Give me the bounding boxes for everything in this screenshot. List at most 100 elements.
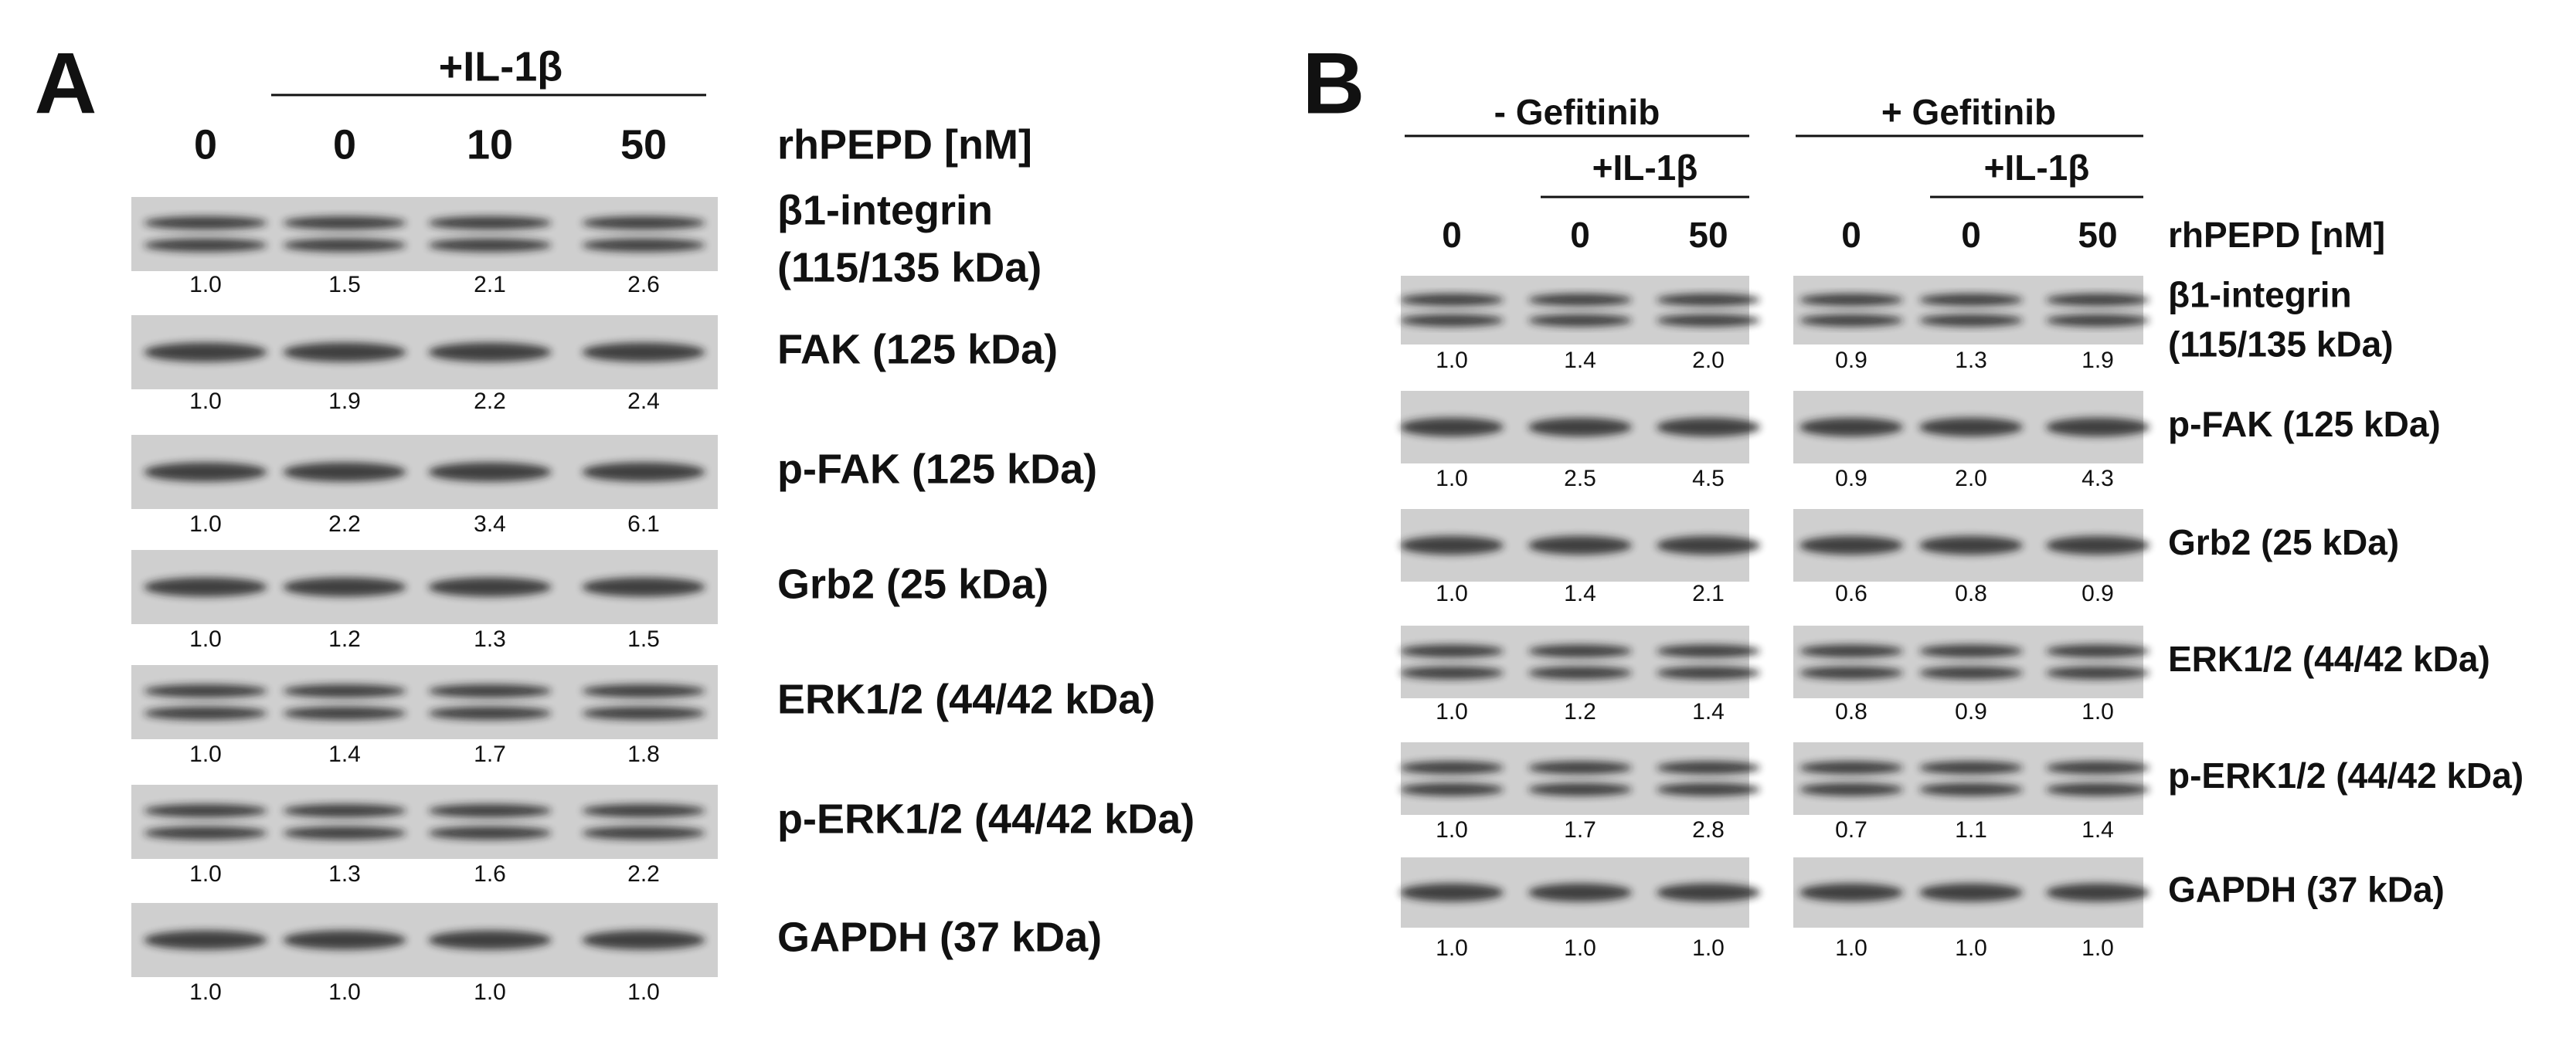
band bbox=[582, 684, 705, 698]
blot-label: (115/135 kDa) bbox=[777, 244, 1042, 290]
band bbox=[1799, 535, 1904, 555]
blot-label: Grb2 (25 kDa) bbox=[777, 561, 1048, 607]
quant-value: 2.1 bbox=[474, 272, 506, 297]
quant-value: 2.6 bbox=[627, 272, 660, 297]
quant-value: 1.0 bbox=[189, 626, 222, 652]
quant-value: 1.0 bbox=[189, 511, 222, 537]
band bbox=[1799, 644, 1904, 658]
treatment-label: +IL-1β bbox=[1984, 148, 2090, 188]
band bbox=[283, 238, 406, 253]
quant-value: 1.5 bbox=[627, 626, 660, 652]
quant-value: 3.4 bbox=[474, 511, 506, 537]
band bbox=[1528, 535, 1633, 555]
band bbox=[2045, 644, 2150, 658]
quant-value: 1.0 bbox=[189, 272, 222, 297]
blot-label: ERK1/2 (44/42 kDa) bbox=[2168, 639, 2490, 679]
quant-value: 1.0 bbox=[1692, 935, 1725, 961]
band bbox=[428, 684, 552, 698]
band bbox=[144, 216, 267, 230]
quant-value: 1.8 bbox=[627, 742, 660, 767]
band bbox=[1399, 314, 1504, 327]
quant-value: 1.7 bbox=[474, 742, 506, 767]
band bbox=[1918, 644, 2024, 658]
band bbox=[2045, 782, 2150, 796]
quant-value: 1.0 bbox=[627, 979, 660, 1005]
band bbox=[1528, 644, 1633, 658]
quant-value: 2.2 bbox=[474, 389, 506, 414]
quant-value: 2.2 bbox=[627, 861, 660, 887]
quant-value: 1.2 bbox=[328, 626, 361, 652]
band bbox=[582, 238, 705, 253]
band bbox=[1918, 883, 2024, 902]
quant-value: 1.0 bbox=[1436, 348, 1468, 373]
band bbox=[144, 826, 267, 840]
blot bbox=[131, 665, 718, 739]
band bbox=[1799, 782, 1904, 796]
quant-value: 1.0 bbox=[189, 742, 222, 767]
quant-value: 0.9 bbox=[2082, 581, 2114, 606]
quant-value: 1.0 bbox=[1436, 699, 1468, 725]
blot-label: p-FAK (125 kDa) bbox=[2168, 404, 2441, 444]
quant-value: 1.4 bbox=[328, 742, 361, 767]
quant-value: 1.5 bbox=[328, 272, 361, 297]
band bbox=[1918, 294, 2024, 307]
band bbox=[144, 684, 267, 698]
band bbox=[2045, 417, 2150, 437]
band bbox=[1656, 314, 1761, 327]
quant-value: 1.9 bbox=[2082, 348, 2114, 373]
quant-value: 0.9 bbox=[1955, 699, 1987, 725]
quant-value: 2.0 bbox=[1692, 348, 1725, 373]
band bbox=[1399, 666, 1504, 680]
band bbox=[1399, 535, 1504, 555]
quant-value: 2.4 bbox=[627, 389, 660, 414]
blot bbox=[1793, 276, 2143, 345]
blot bbox=[131, 785, 718, 859]
quant-value: 4.5 bbox=[1692, 466, 1725, 491]
band bbox=[1918, 417, 2024, 437]
quant-value: 0.9 bbox=[1835, 348, 1867, 373]
band bbox=[582, 577, 705, 597]
lane-label: 0 bbox=[1442, 215, 1462, 255]
quant-value: 1.2 bbox=[1564, 699, 1596, 725]
band bbox=[283, 462, 406, 482]
band bbox=[283, 803, 406, 818]
lane-label: 0 bbox=[1841, 215, 1861, 255]
band bbox=[1528, 294, 1633, 307]
band bbox=[283, 684, 406, 698]
band bbox=[1656, 761, 1761, 775]
lane-label: 0 bbox=[194, 121, 217, 168]
band bbox=[1918, 761, 2024, 775]
quant-value: 1.3 bbox=[328, 861, 361, 887]
quant-value: 1.0 bbox=[328, 979, 361, 1005]
quant-value: 0.8 bbox=[1955, 581, 1987, 606]
band bbox=[1656, 644, 1761, 658]
band bbox=[283, 930, 406, 950]
quant-value: 1.0 bbox=[1436, 466, 1468, 491]
band bbox=[283, 216, 406, 230]
lane-unit: rhPEPD [nM] bbox=[777, 121, 1032, 168]
quant-value: 1.4 bbox=[1564, 581, 1596, 606]
band bbox=[1399, 761, 1504, 775]
quant-value: 1.6 bbox=[474, 861, 506, 887]
band bbox=[1399, 782, 1504, 796]
band bbox=[2045, 535, 2150, 555]
blot-label: FAK (125 kDa) bbox=[777, 326, 1058, 372]
quant-value: 1.4 bbox=[2082, 817, 2114, 843]
band bbox=[1399, 883, 1504, 902]
quant-value: 1.3 bbox=[474, 626, 506, 652]
quant-value: 1.0 bbox=[2082, 935, 2114, 961]
band bbox=[428, 826, 552, 840]
band bbox=[1399, 644, 1504, 658]
band bbox=[582, 342, 705, 362]
treatment-label: +IL-1β bbox=[1592, 148, 1698, 188]
band bbox=[2045, 314, 2150, 327]
band bbox=[1656, 417, 1761, 437]
blot bbox=[131, 197, 718, 271]
panel-label: B bbox=[1303, 36, 1365, 132]
quant-value: 1.0 bbox=[1564, 935, 1596, 961]
band bbox=[2045, 761, 2150, 775]
blot-label: p-FAK (125 kDa) bbox=[777, 446, 1097, 492]
band bbox=[1528, 883, 1633, 902]
lane-label: 0 bbox=[1570, 215, 1590, 255]
lane-label: 50 bbox=[1688, 215, 1728, 255]
